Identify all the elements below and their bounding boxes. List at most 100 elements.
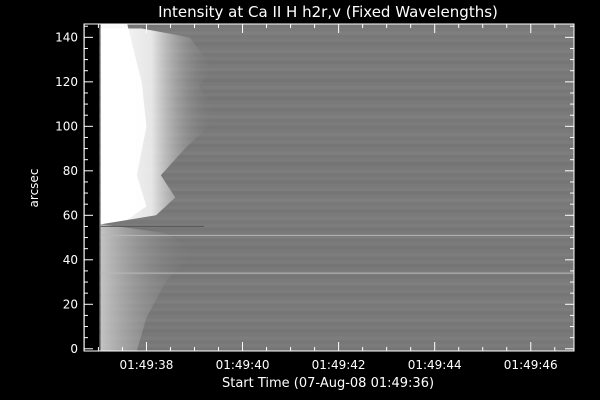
intensity-stripe — [84, 300, 574, 304]
intensity-stripe — [84, 318, 574, 322]
intensity-stripe — [84, 307, 574, 312]
intensity-stripe — [84, 238, 574, 242]
intensity-stripe — [84, 329, 574, 333]
intensity-stripe — [84, 263, 574, 268]
intensity-stripe — [84, 165, 574, 170]
intensity-stripe — [84, 205, 574, 210]
intensity-stripe — [84, 45, 574, 50]
intensity-stripe — [84, 140, 574, 144]
intensity-stripe — [84, 154, 574, 159]
intensity-stripe — [84, 180, 574, 184]
intensity-stripe — [84, 103, 574, 108]
intensity-stripe — [84, 209, 574, 213]
intensity-stripe — [84, 85, 574, 90]
intensity-stripe — [84, 107, 574, 112]
intensity-stripe — [84, 158, 574, 163]
intensity-stripe — [84, 340, 574, 344]
intensity-stripe — [84, 234, 574, 239]
x-tick-label: 01:49:46 — [504, 358, 558, 372]
intensity-stripe — [84, 191, 574, 195]
x-axis-title: Start Time (07-Aug-08 01:49:36) — [222, 376, 434, 391]
intensity-stripe — [84, 285, 574, 290]
emission-core — [100, 24, 147, 225]
intensity-stripe — [84, 129, 574, 133]
x-tick-label: 01:49:42 — [312, 358, 366, 372]
plot-frame — [83, 23, 575, 352]
intensity-stripe — [84, 147, 574, 152]
intensity-stripe — [84, 169, 574, 173]
chart-title: Intensity at Ca II H h2r,v (Fixed Wavele… — [158, 3, 498, 21]
intensity-stripe — [84, 162, 574, 166]
y-tick-label: 0 — [70, 342, 78, 356]
intensity-stripe — [84, 220, 574, 224]
intensity-stripe — [84, 303, 574, 308]
y-axis-ticks: 0 20 40 60 80 100 120 140 — [55, 25, 574, 356]
intensity-stripe — [84, 71, 574, 75]
y-tick-label: 120 — [55, 75, 78, 89]
intensity-stripe — [84, 125, 574, 130]
intensity-stripe — [84, 24, 574, 28]
intensity-stripe — [84, 118, 574, 123]
y-axis-title: arcsec — [27, 169, 41, 208]
plot-area: 01:49:38 01:49:40 01:49:42 01:49:44 01:49:46… — [55, 23, 575, 372]
intensity-stripe — [84, 278, 574, 282]
intensity-stripe — [84, 198, 574, 203]
intensity-stripe — [84, 249, 574, 253]
x-tick-label: 01:49:40 — [216, 358, 270, 372]
intensity-stripe — [84, 267, 574, 272]
intensity-stripe — [84, 292, 574, 297]
intensity-stripe — [84, 96, 574, 101]
x-axis-ticks: 01:49:38 01:49:40 01:49:42 01:49:44 01:49:46 — [97, 24, 558, 372]
intensity-stripe — [84, 49, 574, 54]
intensity-stripe — [84, 136, 574, 141]
intensity-stripe — [84, 194, 574, 199]
intensity-stripe — [84, 27, 574, 32]
intensity-stripe — [84, 38, 574, 43]
intensity-stripe — [84, 242, 574, 246]
intensity-stripe — [84, 274, 574, 279]
intensity-stripe — [84, 133, 574, 137]
intensity-stripe — [84, 172, 574, 177]
x-tick-label: 01:49:44 — [408, 358, 462, 372]
intensity-stripe — [84, 176, 574, 181]
intensity-stripe — [84, 343, 574, 348]
intensity-stripe — [84, 252, 574, 257]
intensity-stripe — [84, 42, 574, 46]
dark-column — [84, 24, 100, 351]
lower-emission-region — [100, 224, 195, 351]
intensity-stripe — [84, 89, 574, 94]
intensity-stripe — [84, 256, 574, 261]
y-tick-label: 20 — [63, 297, 78, 311]
y-tick-label: 60 — [63, 208, 78, 222]
intensity-stripe — [84, 63, 574, 68]
intensity-stripe — [84, 143, 574, 148]
intensity-stripe — [84, 187, 574, 192]
intensity-stripe — [84, 31, 574, 35]
intensity-stripe — [84, 78, 574, 83]
intensity-stripe — [84, 111, 574, 115]
intensity-image — [84, 24, 574, 351]
y-tick-label: 80 — [63, 164, 78, 178]
intensity-stripe — [84, 289, 574, 293]
intensity-stripe — [84, 314, 574, 319]
intensity-stripe — [84, 67, 574, 72]
intensity-stripe — [84, 151, 574, 155]
intensity-stripe — [84, 311, 574, 315]
y-tick-label: 140 — [55, 30, 78, 44]
intensity-stripe — [84, 202, 574, 206]
intensity-stripe — [84, 56, 574, 61]
intensity-stripe — [84, 245, 574, 250]
x-tick-label: 01:49:38 — [119, 358, 173, 372]
intensity-stripe — [84, 296, 574, 301]
intensity-stripe — [84, 34, 574, 39]
intensity-stripe — [84, 281, 574, 286]
y-tick-label: 100 — [55, 119, 78, 133]
intensity-stripe — [84, 336, 574, 341]
intensity-stripe — [84, 347, 574, 351]
intensity-stripe — [84, 93, 574, 97]
intensity-stripe — [84, 100, 574, 104]
intensity-stripe — [84, 216, 574, 221]
intensity-stripe — [84, 332, 574, 337]
